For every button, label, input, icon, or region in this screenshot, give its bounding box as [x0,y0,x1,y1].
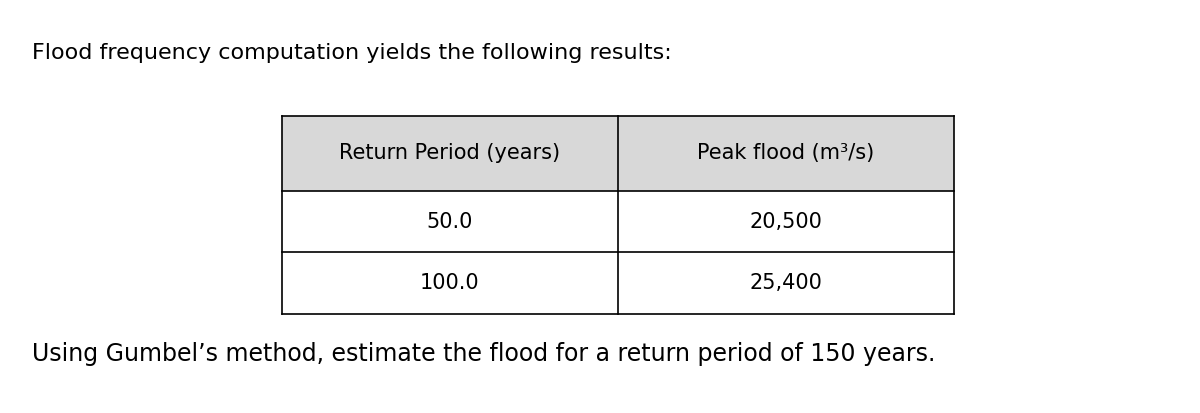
Text: 20,500: 20,500 [750,212,822,232]
Text: Flood frequency computation yields the following results:: Flood frequency computation yields the f… [32,43,672,63]
Text: Peak flood (m³/s): Peak flood (m³/s) [697,143,875,163]
Text: Return Period (years): Return Period (years) [340,143,560,163]
Text: 25,400: 25,400 [750,273,822,293]
Text: 50.0: 50.0 [427,212,473,232]
Text: Using Gumbel’s method, estimate the flood for a return period of 150 years.: Using Gumbel’s method, estimate the floo… [32,342,936,366]
Text: 100.0: 100.0 [420,273,480,293]
